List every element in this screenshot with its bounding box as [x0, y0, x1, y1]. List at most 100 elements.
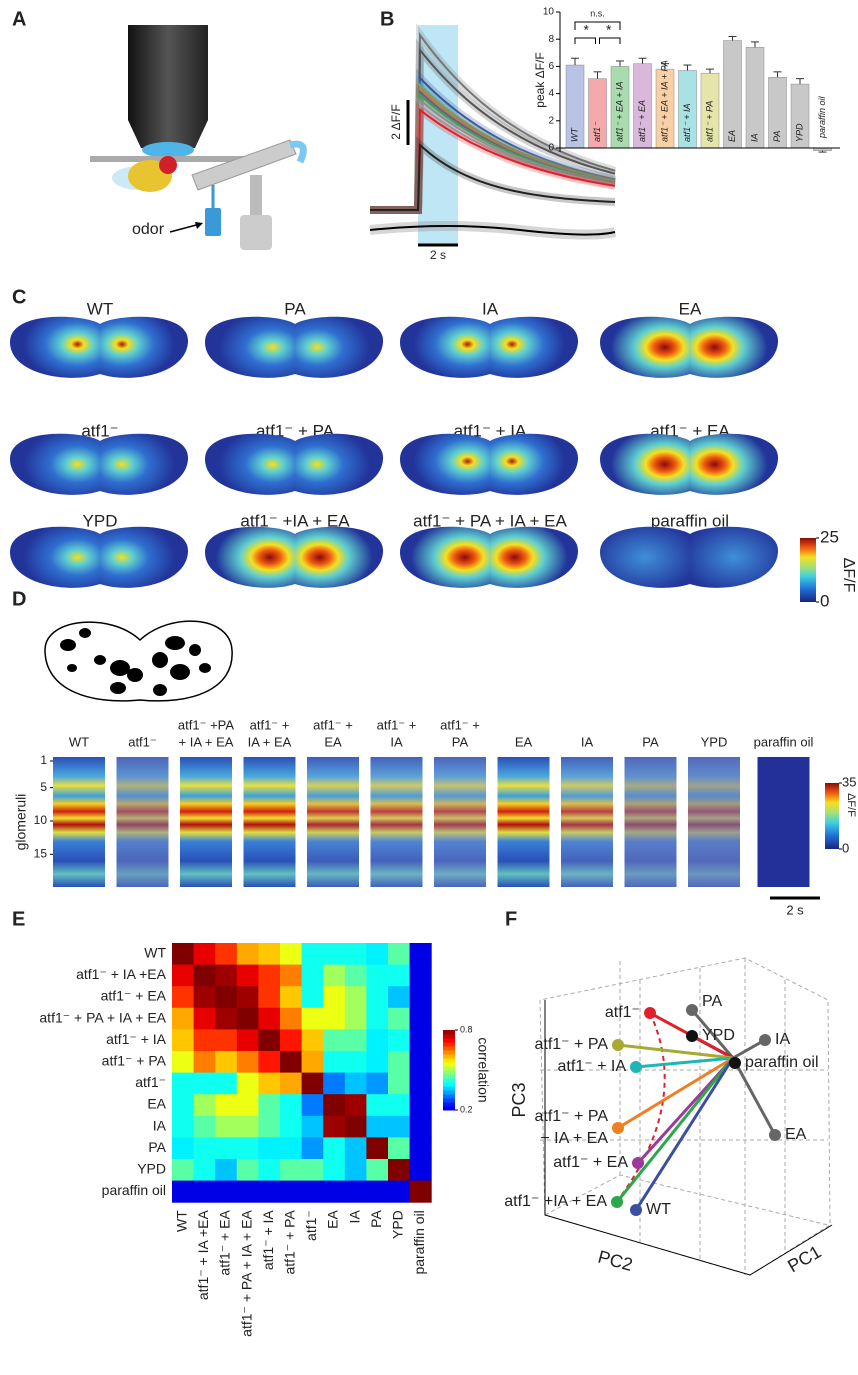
- glomerulus: [127, 668, 143, 682]
- lobe: [690, 434, 778, 495]
- column-label: atf1⁻: [128, 734, 157, 749]
- cell: [302, 1159, 324, 1181]
- cell: [388, 1029, 410, 1051]
- colorbar-segment: [443, 1054, 455, 1059]
- pca-ray: [617, 1058, 733, 1202]
- activity-map: [400, 317, 578, 378]
- cell: [280, 1008, 302, 1030]
- cell: [258, 965, 280, 987]
- cell: [258, 1159, 280, 1181]
- y-axis-title: peak ΔF/F: [533, 52, 547, 107]
- row-label: atf1⁻ + IA: [106, 1031, 167, 1047]
- colorbar: [825, 783, 839, 849]
- cell: [410, 1159, 432, 1181]
- panel-letter: E: [12, 908, 25, 930]
- colorbar-tick-label: 0.2: [460, 1104, 473, 1114]
- cell: [172, 1051, 194, 1073]
- point-label: IA: [775, 1031, 790, 1048]
- colorbar-segment: [443, 1086, 455, 1091]
- cell: [388, 1137, 410, 1159]
- activity-map: [10, 434, 188, 495]
- row-label: atf1⁻ + PA + IA + EA: [39, 1009, 166, 1025]
- cell: [215, 1116, 237, 1138]
- colorbar-tick-label: 25: [820, 527, 839, 546]
- cell: [237, 1008, 259, 1030]
- lobe: [400, 434, 490, 495]
- odor-vial: [205, 208, 221, 236]
- colorbar-segment: [443, 1098, 455, 1103]
- row-label: atf1⁻ + IA +EA: [76, 966, 167, 982]
- row-label: paraffin oil: [102, 1182, 166, 1198]
- sig-bracket: [575, 22, 620, 30]
- pca-point: [729, 1057, 741, 1069]
- cell: [215, 1073, 237, 1095]
- cell: [302, 1029, 324, 1051]
- annotation: *: [606, 22, 612, 38]
- cell: [366, 1029, 388, 1051]
- axis-title: PC1: [784, 1242, 824, 1277]
- odor-tube: [192, 140, 296, 190]
- pca-point: [611, 1196, 623, 1208]
- colorbar-segment: [443, 1070, 455, 1075]
- cell: [258, 1073, 280, 1095]
- cell: [388, 1008, 410, 1030]
- cell: [194, 943, 216, 965]
- cell: [410, 986, 432, 1008]
- cell: [237, 1116, 259, 1138]
- bar: [746, 47, 764, 148]
- column-label: atf1⁻ +: [313, 717, 353, 732]
- activity-map: [400, 434, 578, 495]
- colorbar-segment: [443, 1082, 455, 1087]
- row-label: WT: [144, 945, 166, 961]
- stand-base: [240, 215, 272, 250]
- point-label: YPD: [702, 1027, 735, 1044]
- column-label: IA: [346, 1210, 362, 1224]
- glomerulus: [110, 682, 126, 694]
- cell: [215, 1137, 237, 1159]
- cell: [258, 1008, 280, 1030]
- colorbar-label: ΔF/F: [840, 558, 857, 593]
- column-label: EA: [325, 1210, 341, 1229]
- activity-map: [600, 527, 778, 588]
- map-label: IA: [482, 299, 499, 318]
- odor-arrowhead: [195, 222, 203, 229]
- lobe: [690, 317, 778, 378]
- cell: [302, 965, 324, 987]
- cell: [237, 965, 259, 987]
- cell: [280, 1159, 302, 1181]
- cell: [194, 1073, 216, 1095]
- cell: [323, 1159, 345, 1181]
- colorbar-segment: [443, 1058, 455, 1063]
- x-tick-label: paraffin oil: [817, 95, 827, 139]
- cell: [237, 1029, 259, 1051]
- lobe: [490, 527, 578, 588]
- column-label: YPD: [390, 1210, 406, 1239]
- column-label: atf1⁻ + IA: [260, 1210, 276, 1271]
- cell: [302, 1116, 324, 1138]
- colorbar-segment: [443, 1090, 455, 1095]
- cell: [280, 1094, 302, 1116]
- cell: [388, 1051, 410, 1073]
- activity-map: [400, 527, 578, 588]
- cell: [194, 1116, 216, 1138]
- odor-label: odor: [132, 221, 165, 238]
- cell: [366, 1159, 388, 1181]
- cell: [237, 943, 259, 965]
- y-tick-label: 1: [40, 753, 47, 767]
- glomerulus: [94, 655, 106, 665]
- cell: [302, 986, 324, 1008]
- activity-map: [205, 434, 383, 495]
- cell: [215, 965, 237, 987]
- y-axis-title: glomeruli: [13, 794, 29, 851]
- cell: [172, 1116, 194, 1138]
- cell: [410, 1094, 432, 1116]
- y-tick-label: 10: [543, 7, 555, 18]
- cell: [280, 943, 302, 965]
- cell: [388, 986, 410, 1008]
- row-label: EA: [147, 1096, 166, 1112]
- colorbar-segment: [443, 1066, 455, 1071]
- glomerulus: [170, 664, 190, 680]
- cell: [366, 1181, 388, 1203]
- cell: [237, 1094, 259, 1116]
- cell: [280, 965, 302, 987]
